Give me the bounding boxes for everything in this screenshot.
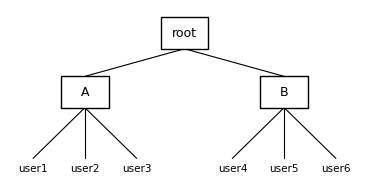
Text: user5: user5 (269, 164, 299, 174)
FancyBboxPatch shape (161, 17, 208, 49)
Text: B: B (280, 86, 289, 98)
Text: user4: user4 (218, 164, 247, 174)
Text: user1: user1 (18, 164, 48, 174)
Text: user3: user3 (122, 164, 151, 174)
Text: user2: user2 (70, 164, 100, 174)
FancyBboxPatch shape (61, 76, 109, 108)
FancyBboxPatch shape (260, 76, 308, 108)
Text: root: root (172, 27, 197, 40)
Text: A: A (80, 86, 89, 98)
Text: user6: user6 (321, 164, 351, 174)
